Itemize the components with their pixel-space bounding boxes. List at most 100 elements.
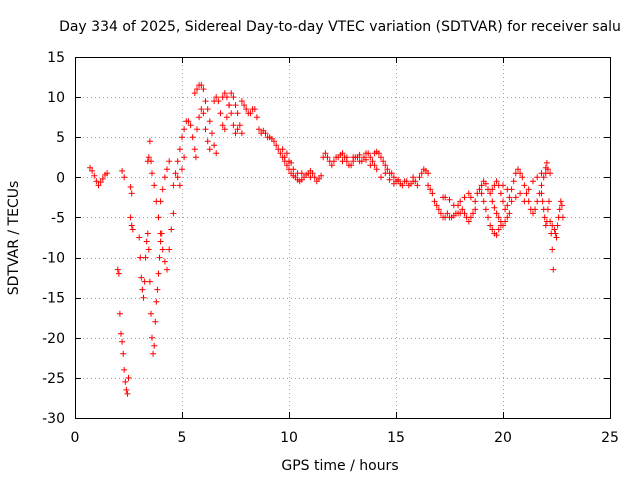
data-point (540, 174, 547, 181)
data-point (202, 98, 209, 105)
data-point (433, 202, 440, 209)
data-point (500, 198, 506, 205)
data-point (271, 138, 277, 145)
data-point (554, 222, 561, 229)
data-point (556, 206, 563, 213)
data-point (542, 164, 549, 171)
plot-frame (75, 57, 611, 419)
data-point (176, 146, 183, 153)
data-point (238, 130, 245, 137)
data-point (521, 198, 528, 205)
data-point (238, 98, 245, 105)
data-point (467, 214, 474, 221)
y-tick-label: 0 (56, 170, 65, 186)
grid-lines (75, 57, 610, 418)
data-point (115, 270, 122, 277)
data-point (395, 178, 402, 185)
data-point (467, 194, 474, 201)
data-point (164, 266, 170, 273)
data-point (365, 150, 372, 157)
data-point (91, 172, 98, 179)
data-point (510, 178, 517, 185)
data-point (557, 198, 564, 205)
data-point (384, 166, 391, 173)
data-point (125, 374, 132, 381)
data-point (500, 182, 506, 189)
data-point (200, 86, 207, 93)
data-point (157, 238, 164, 245)
data-point (114, 266, 121, 273)
data-point (476, 186, 483, 193)
data-point (141, 278, 148, 285)
data-point (194, 126, 200, 133)
data-point (194, 86, 200, 93)
data-point (154, 286, 161, 293)
data-point (124, 390, 131, 397)
data-point (442, 194, 449, 201)
data-point (542, 222, 549, 229)
data-point (104, 170, 111, 177)
data-point (487, 190, 494, 197)
x-axis-label: GPS time / hours (281, 458, 398, 474)
data-point (128, 190, 135, 197)
data-point (127, 184, 134, 190)
data-point (472, 206, 479, 213)
data-point (89, 167, 96, 174)
data-point (128, 222, 135, 229)
data-point (166, 158, 173, 165)
data-point (523, 190, 530, 197)
data-point (309, 170, 316, 177)
data-point (144, 230, 151, 237)
data-point (549, 222, 556, 229)
data-point (339, 150, 346, 157)
y-tick-label: -10 (42, 251, 65, 267)
data-point (146, 138, 153, 145)
data-point (174, 158, 181, 165)
data-point (549, 246, 556, 253)
data-point (93, 178, 100, 185)
data-point (328, 162, 335, 169)
data-point (209, 130, 215, 137)
data-point (559, 214, 566, 221)
data-point (530, 210, 536, 217)
data-point (213, 150, 220, 157)
data-point (97, 179, 104, 186)
data-point (283, 150, 290, 157)
data-point (418, 170, 425, 177)
data-point (181, 154, 188, 161)
data-point (322, 150, 329, 157)
data-point (161, 174, 168, 181)
data-point (465, 190, 472, 197)
data-point (172, 170, 179, 177)
data-point (174, 174, 181, 181)
data-point (120, 350, 127, 357)
data-point (236, 122, 243, 129)
data-point (189, 134, 196, 141)
data-point (504, 186, 511, 193)
data-point (223, 94, 230, 101)
data-point (489, 186, 496, 193)
data-point (380, 158, 387, 165)
data-point (382, 170, 389, 177)
data-point (487, 222, 494, 229)
data-point (495, 226, 502, 233)
data-point (539, 198, 546, 205)
data-point (547, 218, 554, 225)
data-point (550, 266, 557, 273)
data-point (145, 154, 152, 161)
data-point (497, 190, 504, 197)
data-point (311, 174, 318, 181)
data-point (116, 310, 123, 317)
data-point (324, 154, 331, 161)
data-point (191, 90, 198, 97)
data-point (343, 154, 350, 161)
data-points (87, 82, 566, 397)
data-point (358, 158, 365, 165)
data-point (465, 218, 472, 225)
data-point (232, 130, 239, 137)
data-point (461, 194, 468, 201)
data-point (232, 102, 239, 109)
data-point (243, 106, 250, 113)
data-point (363, 156, 369, 163)
data-point (155, 214, 162, 221)
